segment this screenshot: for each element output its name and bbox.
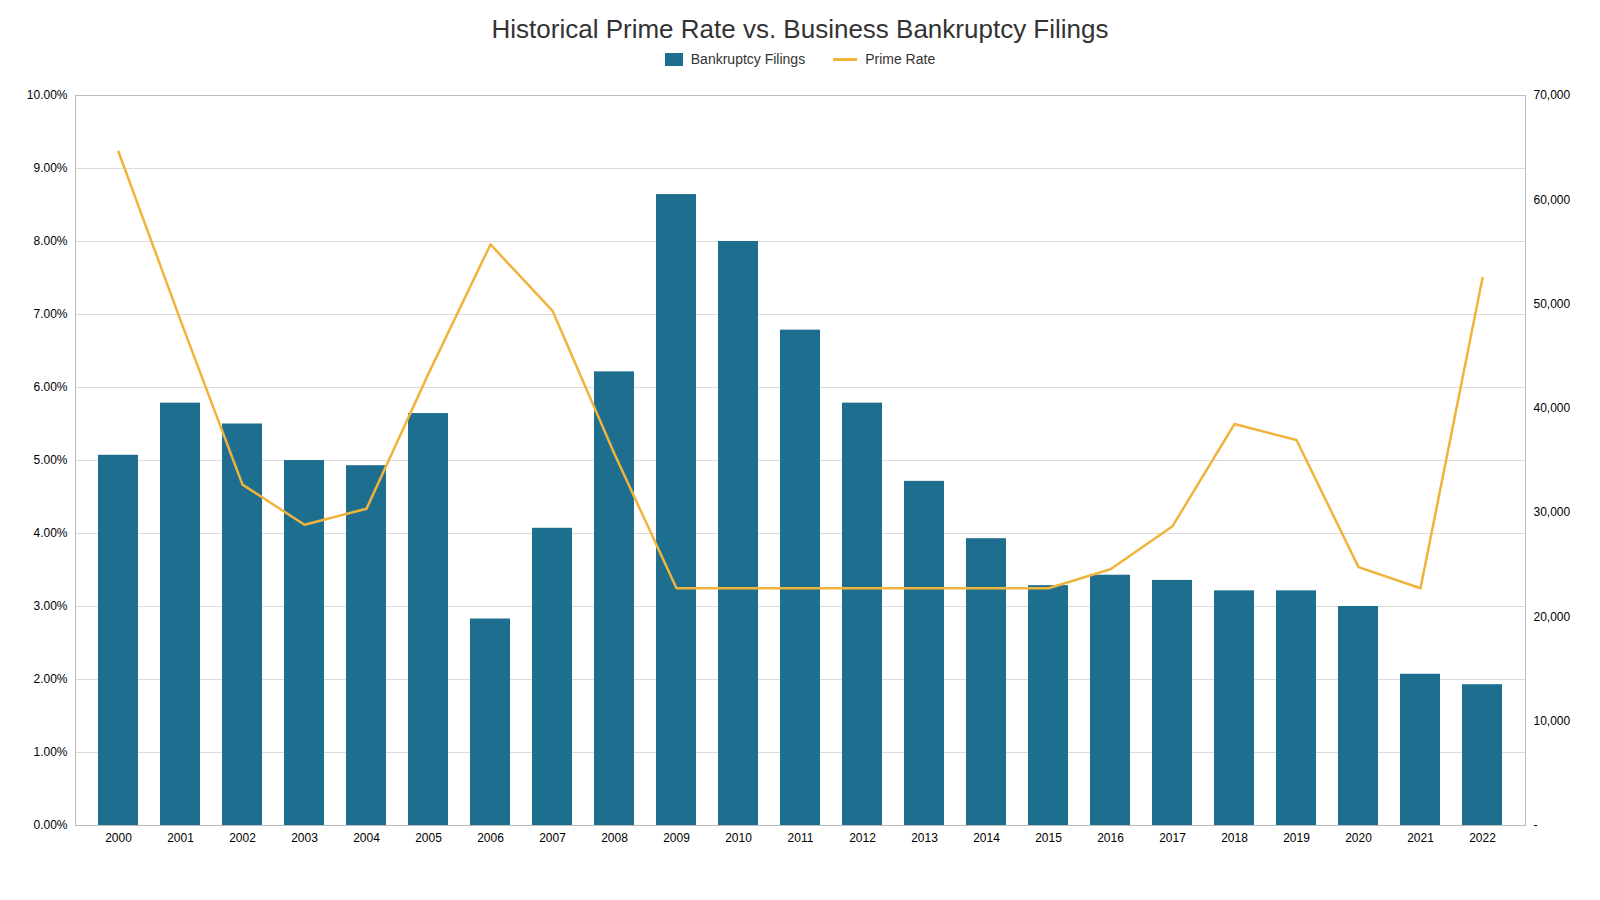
svg-text:2003: 2003 [291,831,318,845]
svg-text:2013: 2013 [911,831,938,845]
svg-text:8.00%: 8.00% [33,234,67,248]
svg-text:2002: 2002 [229,831,256,845]
svg-text:2007: 2007 [539,831,566,845]
svg-text:5.00%: 5.00% [33,453,67,467]
html-text:Bankruptcy Filings: Bankruptcy Filings [690,51,806,67]
svg-text:10.00%: 10.00% [27,88,68,102]
svg-text:70,000: 70,000 [1534,88,1571,102]
svg-text:2004: 2004 [353,831,380,845]
svg-text:60,000: 60,000 [1534,193,1571,207]
svg-text:4.00%: 4.00% [33,526,67,540]
svg-text:30,000: 30,000 [1534,505,1571,519]
html-text:Historical Prime Rate vs. Busi: Historical Prime Rate vs. Business Bankr… [491,14,1109,44]
svg-text:6.00%: 6.00% [33,380,67,394]
svg-text:2000: 2000 [105,831,132,845]
svg-text:2022: 2022 [1469,831,1496,845]
svg-text:2014: 2014 [973,831,1000,845]
svg-text:2021: 2021 [1407,831,1434,845]
svg-text:2016: 2016 [1097,831,1124,845]
svg-text:10,000: 10,000 [1534,714,1571,728]
svg-text:3.00%: 3.00% [33,599,67,613]
svg-text:2017: 2017 [1159,831,1186,845]
svg-text:2001: 2001 [167,831,194,845]
svg-text:7.00%: 7.00% [33,307,67,321]
svg-text:2005: 2005 [415,831,442,845]
svg-text:2.00%: 2.00% [33,672,67,686]
svg-text:40,000: 40,000 [1534,401,1571,415]
svg-text:1.00%: 1.00% [33,745,67,759]
svg-text:2011: 2011 [788,831,814,845]
svg-text:20,000: 20,000 [1534,610,1571,624]
svg-text:2018: 2018 [1221,831,1248,845]
svg-text:50,000: 50,000 [1534,297,1571,311]
svg-text:2012: 2012 [849,831,876,845]
svg-text:2006: 2006 [477,831,504,845]
svg-text:2020: 2020 [1345,831,1372,845]
svg-text:2019: 2019 [1283,831,1310,845]
svg-text:-: - [1534,818,1538,832]
svg-text:0.00%: 0.00% [33,818,67,832]
svg-text:2010: 2010 [725,831,752,845]
svg-text:2008: 2008 [601,831,628,845]
svg-text:9.00%: 9.00% [33,161,67,175]
svg-text:2009: 2009 [663,831,690,845]
svg-text:2015: 2015 [1035,831,1062,845]
html-text:Prime Rate: Prime Rate [865,51,936,67]
